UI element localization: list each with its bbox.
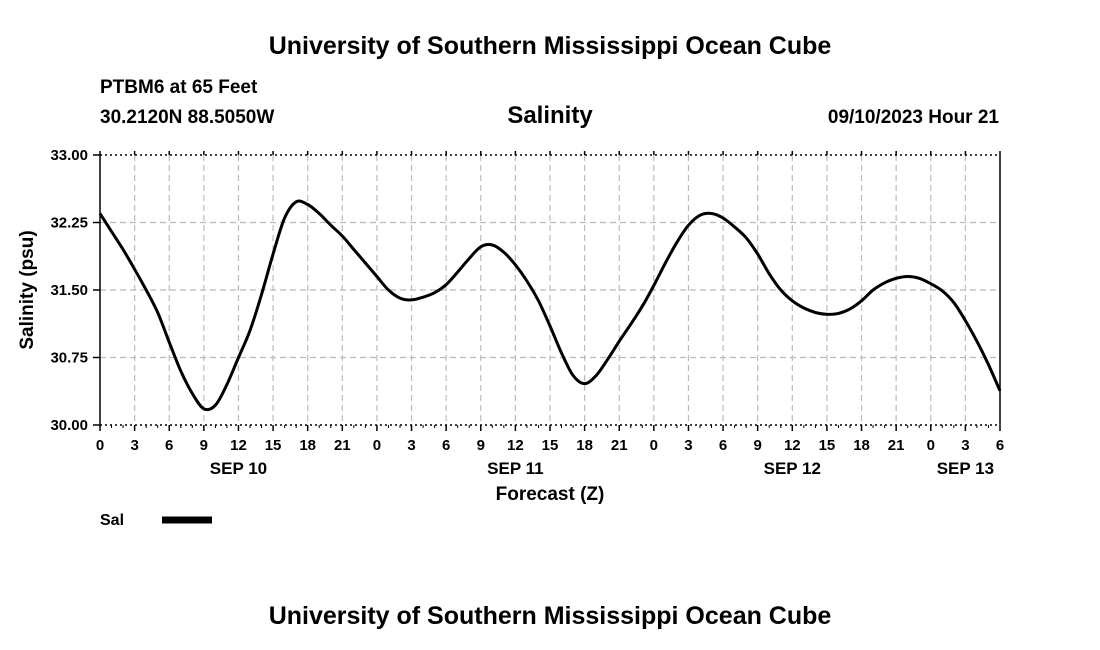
y-tick-label: 31.50 xyxy=(50,282,88,299)
x-tick-label: 6 xyxy=(996,437,1004,454)
legend-label: Sal xyxy=(100,512,124,529)
y-axis-label: Salinity (psu) xyxy=(17,230,38,349)
series-line-sal xyxy=(98,199,1002,412)
x-tick-label: 6 xyxy=(165,437,173,454)
x-tick-label: 0 xyxy=(650,437,658,454)
x-tick-label: 9 xyxy=(200,437,208,454)
x-tick-label: 3 xyxy=(684,437,692,454)
y-tick-label: 30.00 xyxy=(50,417,88,434)
x-tick-label: 18 xyxy=(576,437,593,454)
page-title-top: University of Southern Mississippi Ocean… xyxy=(268,32,832,60)
x-tick-label: 12 xyxy=(230,437,247,454)
x-tick-label: 3 xyxy=(407,437,415,454)
x-day-label: SEP 13 xyxy=(937,459,994,478)
x-tick-label: 9 xyxy=(477,437,485,454)
x-tick-label: 3 xyxy=(130,437,138,454)
x-tick-label: 0 xyxy=(373,437,381,454)
chart-title: Salinity xyxy=(507,102,593,129)
y-tick-label: 30.75 xyxy=(50,350,88,367)
forecast-datetime: 09/10/2023 Hour 21 xyxy=(827,107,999,128)
x-day-label: SEP 10 xyxy=(210,459,267,478)
station-label: PTBM6 at 65 Feet xyxy=(100,77,258,98)
x-tick-label: 18 xyxy=(853,437,870,454)
station-coordinates: 30.2120N 88.5050W xyxy=(100,107,275,128)
x-tick-label: 9 xyxy=(754,437,762,454)
x-tick-label: 21 xyxy=(611,437,628,454)
x-day-label: SEP 11 xyxy=(487,459,543,478)
x-tick-label: 12 xyxy=(784,437,801,454)
y-tick-label: 32.25 xyxy=(50,215,88,232)
page-title-bottom: University of Southern Mississippi Ocean… xyxy=(268,602,832,630)
x-axis-label: Forecast (Z) xyxy=(496,484,605,505)
x-tick-label: 3 xyxy=(961,437,969,454)
y-tick-label: 33.00 xyxy=(50,147,88,164)
x-tick-label: 18 xyxy=(299,437,316,454)
x-tick-label: 6 xyxy=(442,437,450,454)
x-tick-label: 15 xyxy=(265,437,282,454)
x-tick-label: 15 xyxy=(819,437,836,454)
x-tick-label: 0 xyxy=(96,437,104,454)
x-tick-label: 6 xyxy=(719,437,727,454)
x-tick-label: 15 xyxy=(542,437,559,454)
x-tick-label: 0 xyxy=(927,437,935,454)
x-day-label: SEP 12 xyxy=(764,459,821,478)
x-tick-label: 12 xyxy=(507,437,524,454)
x-tick-label: 21 xyxy=(888,437,905,454)
x-tick-label: 21 xyxy=(334,437,351,454)
